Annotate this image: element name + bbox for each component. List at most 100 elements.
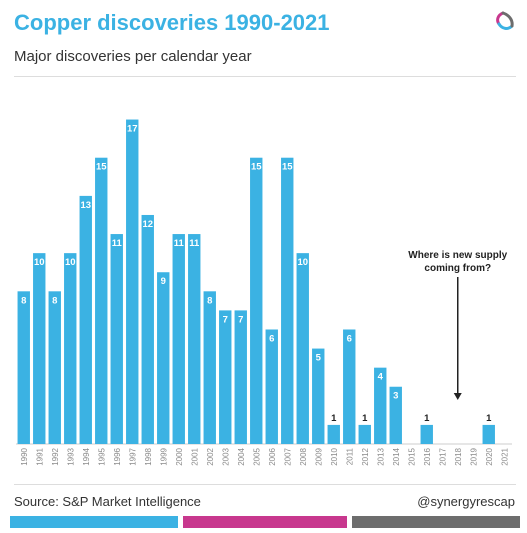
x-tick-label-2008: 2008: [299, 447, 308, 465]
bar-label-2014: 3: [393, 391, 398, 402]
x-tick-label-2012: 2012: [361, 447, 370, 465]
bar-label-1999: 9: [161, 276, 166, 287]
bar-label-2020: 1: [486, 413, 492, 424]
x-tick-label-2019: 2019: [469, 447, 478, 465]
bar-label-2008: 10: [297, 257, 308, 268]
bar-chart: 8199010199181992101993131994151995111996…: [16, 119, 512, 466]
x-tick-label-2003: 2003: [221, 447, 230, 465]
bar-2009: [312, 348, 325, 444]
bar-label-1993: 10: [65, 257, 76, 268]
bar-label-2016: 1: [424, 413, 430, 424]
bar-1990: [17, 291, 30, 444]
bar-2010: [327, 424, 340, 444]
chart-title: Copper discoveries 1990-2021: [14, 10, 330, 35]
bar-2006: [265, 329, 278, 444]
x-tick-label-1999: 1999: [159, 447, 168, 465]
bar-label-2007: 15: [282, 162, 293, 173]
x-tick-label-1993: 1993: [66, 447, 75, 465]
bar-2002: [203, 291, 216, 444]
bar-label-2012: 1: [362, 413, 368, 424]
chart-subtitle: Major discoveries per calendar year: [14, 48, 252, 65]
x-tick-label-2017: 2017: [438, 447, 447, 465]
x-tick-label-2011: 2011: [345, 447, 354, 465]
bar-label-1994: 13: [80, 200, 91, 211]
x-tick-label-2018: 2018: [454, 447, 463, 465]
bar-2005: [250, 157, 263, 444]
x-tick-label-2006: 2006: [268, 447, 277, 465]
header-divider: [14, 76, 516, 77]
bar-2013: [374, 367, 387, 444]
bar-1993: [64, 253, 77, 444]
bar-1992: [48, 291, 61, 444]
bar-1997: [126, 119, 139, 444]
annotation-arrow-head: [453, 393, 462, 400]
x-tick-label-1998: 1998: [144, 447, 153, 465]
x-tick-label-2002: 2002: [206, 447, 215, 465]
bar-label-1997: 17: [127, 124, 138, 135]
bar-1996: [110, 234, 123, 444]
x-tick-label-2014: 2014: [392, 447, 401, 465]
x-tick-label-1997: 1997: [128, 447, 137, 465]
footer-divider: [14, 484, 516, 485]
x-tick-label-2016: 2016: [423, 447, 432, 465]
x-tick-label-2007: 2007: [283, 447, 292, 465]
x-tick-label-1994: 1994: [82, 447, 91, 465]
x-tick-label-1995: 1995: [97, 447, 106, 465]
x-tick-label-2009: 2009: [314, 447, 323, 465]
stripe-gray: [352, 516, 520, 528]
bar-2003: [219, 310, 232, 444]
bar-1994: [79, 195, 92, 444]
bar-label-1991: 10: [34, 257, 45, 268]
x-tick-label-1990: 1990: [20, 447, 29, 465]
bar-2014: [389, 386, 402, 444]
bar-2001: [188, 234, 201, 444]
stripe-magenta: [183, 516, 347, 528]
bar-2000: [172, 234, 185, 444]
source-text: Source: S&P Market Intelligence: [14, 494, 201, 509]
bar-label-1992: 8: [52, 295, 57, 306]
x-tick-label-2015: 2015: [407, 447, 416, 465]
x-tick-label-2020: 2020: [485, 447, 494, 465]
x-tick-label-1992: 1992: [51, 447, 60, 465]
annotation-line-1: Where is new supply: [408, 250, 507, 261]
x-tick-label-2000: 2000: [175, 447, 184, 465]
bar-label-2001: 11: [189, 238, 200, 249]
x-tick-label-2001: 2001: [190, 447, 199, 465]
synergy-logo-icon: [496, 11, 514, 30]
annotation-line-2: coming from?: [424, 263, 491, 274]
x-tick-label-1996: 1996: [113, 447, 122, 465]
bar-label-1990: 8: [21, 295, 26, 306]
handle-text: @synergyrescap: [417, 494, 515, 509]
bar-1998: [141, 214, 154, 444]
bar-label-2005: 15: [251, 162, 262, 173]
x-tick-label-2013: 2013: [376, 447, 385, 465]
x-tick-label-2005: 2005: [252, 447, 261, 465]
bar-2007: [281, 157, 294, 444]
bar-1995: [95, 157, 108, 444]
bar-label-2003: 7: [223, 314, 228, 325]
x-tick-label-2004: 2004: [237, 447, 246, 465]
bar-label-2009: 5: [316, 353, 322, 364]
bar-2016: [420, 424, 433, 444]
bar-label-2010: 1: [331, 413, 337, 424]
stripe-blue: [10, 516, 178, 528]
bar-label-2011: 6: [347, 333, 352, 344]
bar-2012: [358, 424, 371, 444]
bar-label-1996: 11: [112, 238, 123, 249]
bar-1991: [33, 253, 46, 444]
bar-label-2006: 6: [269, 333, 274, 344]
bar-2008: [296, 253, 309, 444]
x-tick-label-2010: 2010: [330, 447, 339, 465]
bar-label-2000: 11: [174, 238, 185, 249]
bar-2020: [482, 424, 495, 444]
bar-label-2004: 7: [238, 314, 243, 325]
x-tick-label-1991: 1991: [35, 447, 44, 465]
bar-label-2013: 4: [378, 372, 384, 383]
bar-2004: [234, 310, 247, 444]
bar-label-1995: 15: [96, 162, 107, 173]
bar-label-2002: 8: [207, 295, 212, 306]
bar-1999: [157, 272, 170, 444]
x-tick-label-2021: 2021: [500, 447, 509, 465]
bar-label-1998: 12: [142, 219, 153, 230]
bar-2011: [343, 329, 356, 444]
